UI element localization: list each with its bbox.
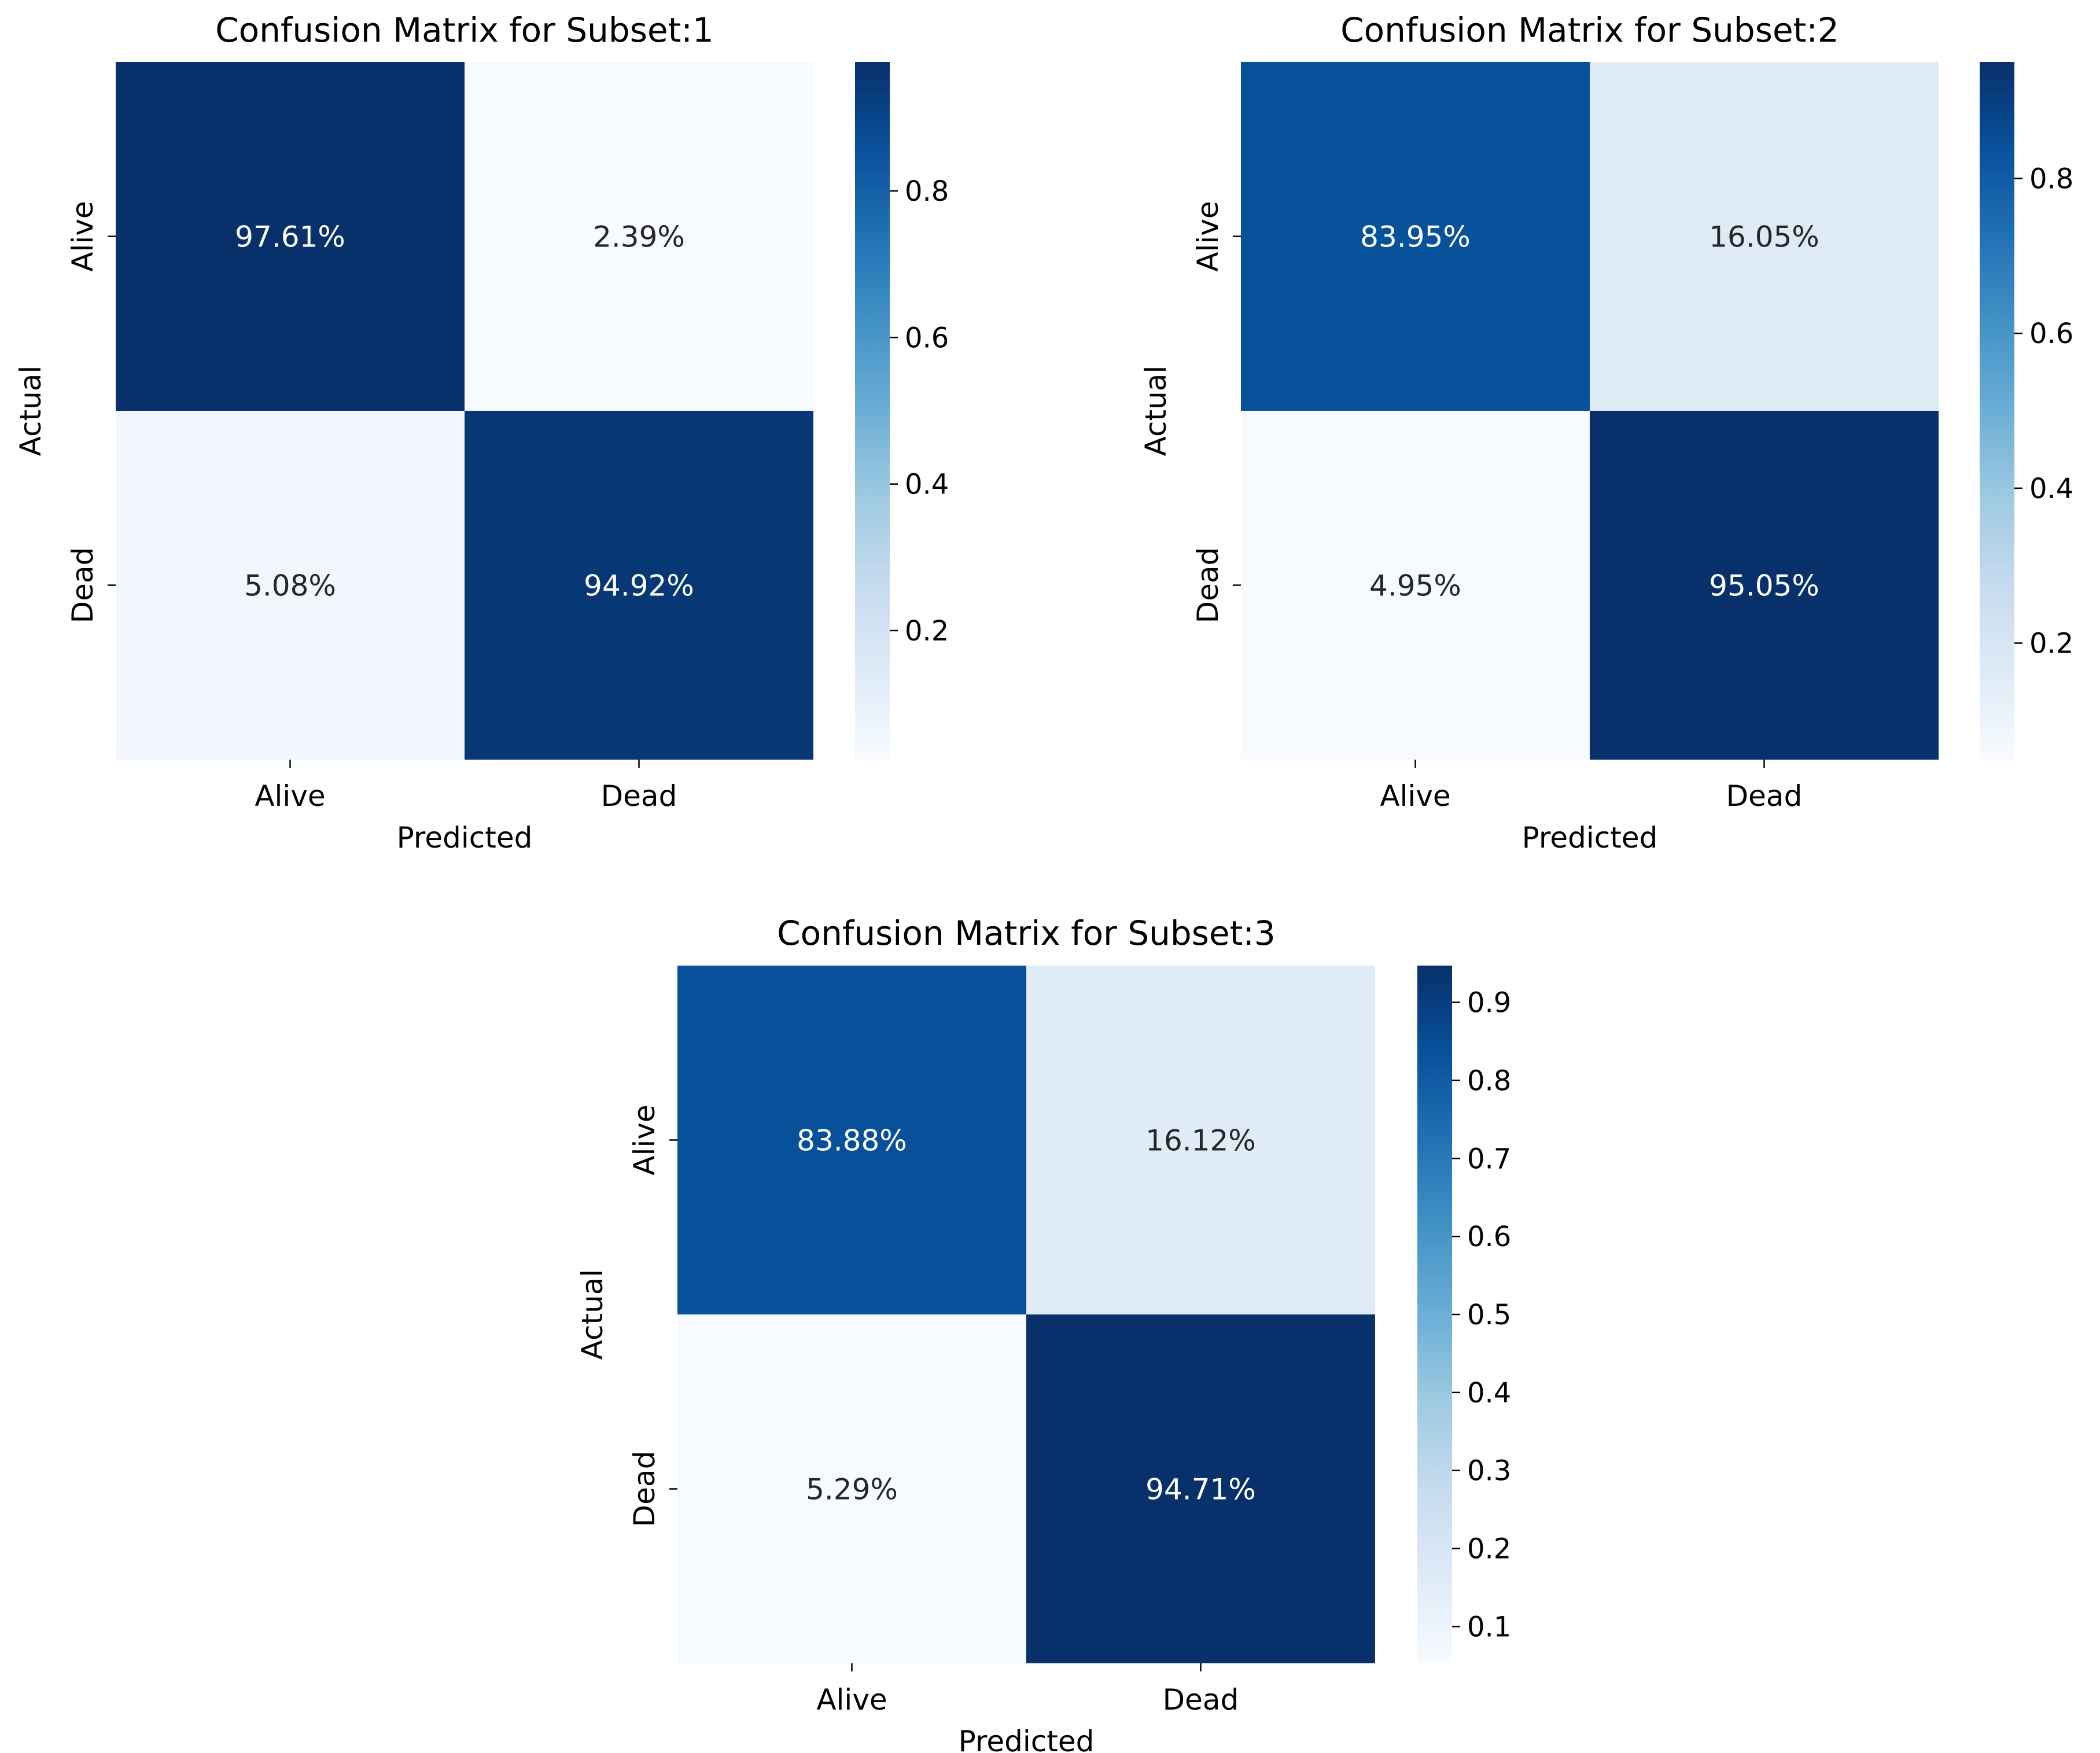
chart-title: Confusion Matrix for Subset:2 [1340,10,1839,50]
colorbar-tick-label: 0.5 [1467,1299,1511,1331]
x-axis-label: Predicted [1522,821,1658,855]
confusion-matrix-panel-2: Confusion Matrix for Subset:2 83.95% 16.05… [1139,10,2073,855]
cell-value-label: 83.95% [1360,220,1471,254]
heatmap-cell [465,411,813,760]
colorbar [1980,62,2014,760]
y-tick-label: Alive [1191,201,1225,271]
chart-title: Confusion Matrix for Subset:3 [777,914,1276,953]
y-tick-label: Dead [628,1451,661,1527]
colorbar-tick-label: 0.2 [2029,628,2073,660]
y-axis-label: Actual [1139,366,1173,456]
cell-value-label: 83.88% [797,1124,907,1158]
heatmap-cell [677,1314,1026,1663]
cell-value-label: 94.71% [1145,1473,1256,1507]
colorbar-tick-label: 0.4 [905,469,949,501]
heatmap-cell [116,62,465,411]
colorbar-tick-label: 0.6 [905,322,949,354]
y-tick-label: Alive [628,1104,661,1175]
colorbar-tick-label: 0.8 [2029,163,2073,195]
cell-value-label: 5.08% [244,569,336,603]
chart-title: Confusion Matrix for Subset:1 [215,10,714,50]
y-tick-label: Dead [1191,547,1225,624]
colorbar [1417,966,1452,1663]
colorbar [855,62,890,760]
colorbar-tick-label: 0.7 [1467,1143,1511,1175]
x-tick-label: Alive [1380,779,1450,813]
heatmap-cell [1590,411,1939,760]
heatmap-cell [1241,62,1590,411]
heatmap-cell [1026,1314,1375,1663]
confusion-matrix-panel-3: Confusion Matrix for Subset:3 83.88% 16.12… [576,914,1511,1753]
colorbar-tick-label: 0.2 [1467,1533,1511,1566]
x-axis-label: Predicted [959,1725,1095,1753]
heatmap-cell [1026,966,1375,1314]
colorbar-tick-label: 0.2 [905,615,949,647]
confusion-matrix-panel-1: Confusion Matrix for Subset:1 97.61% 2.39%… [14,10,949,855]
colorbar-tick-label: 0.4 [1467,1377,1511,1409]
heatmap-cell [1590,62,1939,411]
heatmap-cell [1241,411,1590,760]
cell-value-label: 97.61% [235,220,345,254]
cell-value-label: 5.29% [806,1473,898,1507]
x-axis-label: Predicted [397,821,533,855]
x-tick-label: Alive [816,1683,887,1717]
cell-value-label: 2.39% [593,220,685,254]
x-tick-label: Alive [255,779,325,813]
x-tick-label: Dead [601,779,677,813]
colorbar-tick-label: 0.6 [2029,318,2073,350]
heatmap-cell [116,411,465,760]
y-axis-label: Actual [576,1269,609,1360]
cell-value-label: 16.05% [1709,220,1819,254]
y-tick-label: Dead [66,547,100,624]
y-axis-label: Actual [14,366,47,456]
colorbar-tick-label: 0.1 [1467,1611,1511,1643]
x-tick-label: Dead [1726,779,1803,813]
heatmap-cell [465,62,813,411]
heatmap-cell [677,966,1026,1314]
y-tick-label: Alive [66,201,100,271]
cell-value-label: 95.05% [1709,569,1819,603]
colorbar-tick-label: 0.9 [1467,987,1511,1019]
cell-value-label: 16.12% [1145,1124,1256,1158]
x-tick-label: Dead [1163,1683,1239,1717]
colorbar-tick-label: 0.4 [2029,473,2073,505]
cell-value-label: 4.95% [1369,569,1461,603]
colorbar-tick-label: 0.6 [1467,1221,1511,1253]
colorbar-tick-label: 0.8 [905,175,949,208]
cell-value-label: 94.92% [584,569,694,603]
colorbar-tick-label: 0.8 [1467,1065,1511,1097]
colorbar-tick-label: 0.3 [1467,1455,1511,1487]
